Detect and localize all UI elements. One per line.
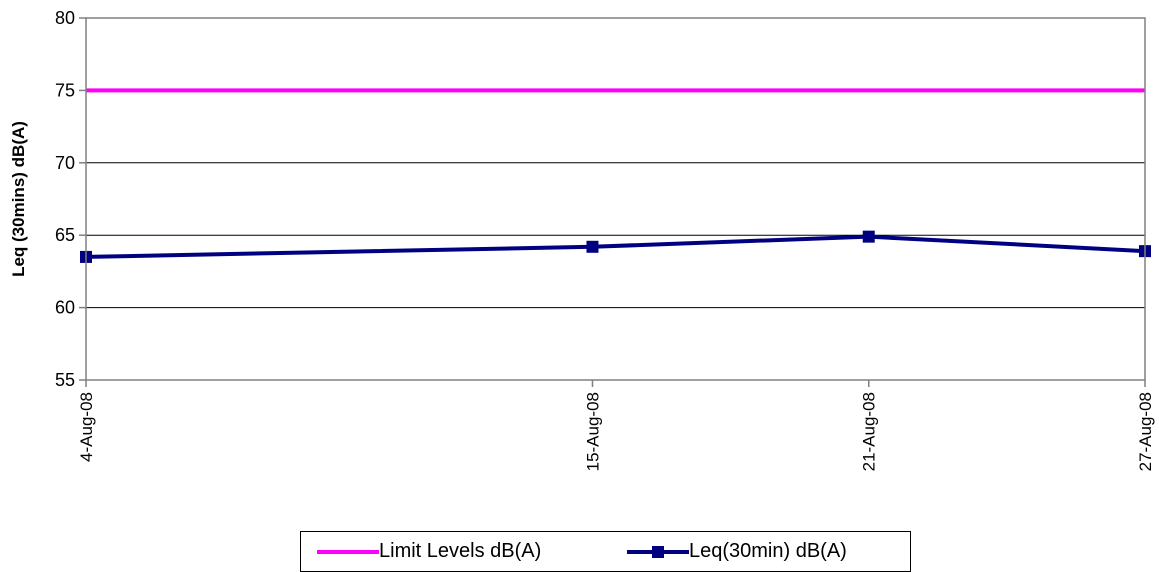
x-axis-ticks: 4-Aug-08 15-Aug-08 21-Aug-08 27-Aug-08 (77, 380, 1155, 471)
plot-area (86, 18, 1145, 380)
y-tick-label: 65 (55, 225, 75, 245)
y-tick-label: 70 (55, 153, 75, 173)
y-axis-title: Leq (30mins) dB(A) (9, 121, 28, 277)
x-tick-label: 27-Aug-08 (1136, 392, 1155, 471)
legend-item-leq: Leq(30min) dB(A) (627, 532, 847, 571)
y-axis-ticks: 55 60 65 70 75 80 (55, 8, 86, 390)
data-point-marker (862, 230, 875, 243)
legend: Limit Levels dB(A) Leq(30min) dB(A) (300, 531, 911, 572)
y-tick-label: 75 (55, 80, 75, 100)
legend-label-limit-levels: Limit Levels dB(A) (379, 540, 542, 562)
x-tick-label: 15-Aug-08 (583, 392, 602, 471)
legend-line-square-marker-icon (627, 545, 689, 558)
x-tick-label: 4-Aug-08 (77, 392, 96, 462)
y-tick-label: 60 (55, 298, 75, 318)
series-line-2 (85, 234, 1146, 259)
legend-label-leq: Leq(30min) dB(A) (689, 540, 847, 562)
legend-item-limit-levels: Limit Levels dB(A) (317, 532, 541, 571)
plot-border (85, 17, 1146, 381)
y-tick-label: 80 (55, 8, 75, 28)
data-point-marker (586, 240, 599, 253)
legend-line-magenta-icon (317, 549, 379, 554)
y-tick-label: 55 (55, 370, 75, 390)
x-tick-label: 21-Aug-08 (860, 392, 879, 471)
